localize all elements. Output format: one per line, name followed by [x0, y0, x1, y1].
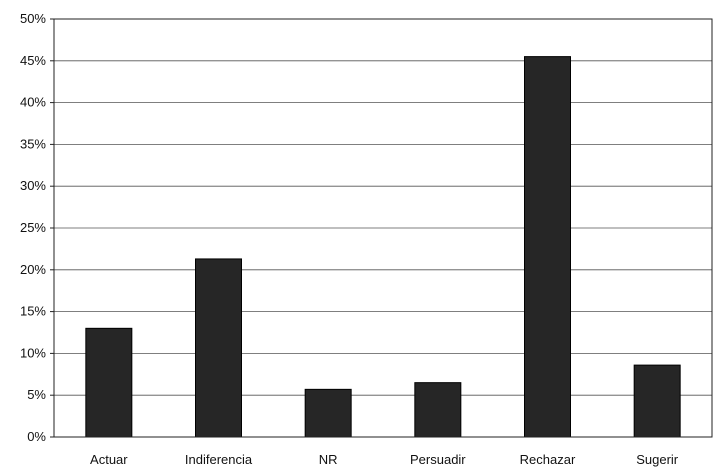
y-tick-label: 45%	[20, 53, 46, 68]
x-axis-category-labels: Actuar Indiferencia NR Persuadir Rechazar Sug…	[90, 452, 679, 467]
y-tick-label: 15%	[20, 304, 46, 319]
y-tick-label: 0%	[27, 429, 46, 444]
x-category-label: Rechazar	[520, 452, 576, 467]
x-category-label: Indiferencia	[185, 452, 253, 467]
bar-indiferencia	[195, 258, 242, 438]
bar-rechazar	[524, 56, 571, 438]
y-tick-label: 10%	[20, 345, 46, 360]
y-tick-label: 30%	[20, 178, 46, 193]
plot-frame	[53, 18, 713, 438]
y-tick-label: 25%	[20, 220, 46, 235]
y-tick-label: 40%	[20, 95, 46, 110]
gridlines	[50, 18, 712, 438]
bar-actuar	[85, 327, 133, 438]
y-tick-label: 50%	[20, 11, 46, 26]
y-tick-label: 5%	[27, 387, 46, 402]
bars	[85, 56, 681, 438]
y-tick-label: 20%	[20, 262, 46, 277]
y-tick-label: 35%	[20, 136, 46, 151]
bar-nr	[304, 388, 352, 438]
x-category-label: Persuadir	[410, 452, 466, 467]
bar-persuadir	[414, 382, 462, 438]
bar-sugerir	[633, 364, 681, 438]
x-category-label: Actuar	[90, 452, 128, 467]
x-category-label: Sugerir	[636, 452, 679, 467]
x-category-label: NR	[319, 452, 338, 467]
y-axis-tick-labels: 0% 5% 10% 15% 20% 25% 30% 35% 40% 45% 50%	[20, 11, 46, 444]
